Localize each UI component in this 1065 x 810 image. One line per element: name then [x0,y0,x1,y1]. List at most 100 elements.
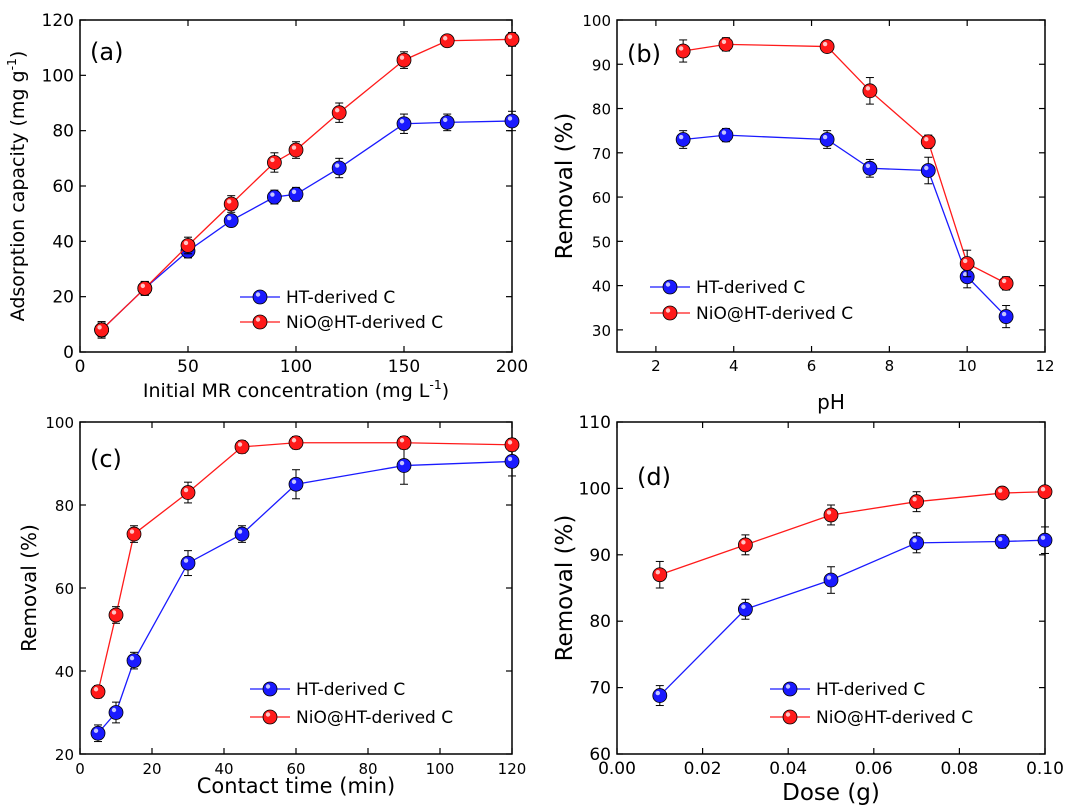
x-axis-label: pH [817,390,845,414]
panel-d: 0.00 0.02 0.04 0.06 0.08 0.10 60 70 80 90 100 110 Do… [552,413,1064,806]
y-axis-label: Removal (%) [552,113,578,260]
legend: HT-derived C NiO@HT-derived C [770,680,973,728]
data-point [823,572,839,588]
data-point-highlight [237,529,243,534]
legend-marker [782,709,798,725]
data-point [234,526,250,542]
y-tick-label: 70 [592,145,611,163]
data-point [998,275,1014,291]
y-tick-label: 50 [592,233,611,251]
data-point-highlight [912,496,917,502]
x-tick-label: 150 [388,357,420,377]
data-point [439,33,455,49]
panel-label: (b) [627,40,661,68]
y-tick-label: 60 [589,745,611,765]
legend-marker-highlight [255,317,261,322]
x-tick-label: 0.10 [1026,759,1064,779]
data-point [223,213,239,228]
series-nio-ht-derived-c [90,435,520,700]
legend-label: HT-derived C [816,680,925,700]
data-point-highlight [443,117,448,123]
legend-marker-highlight [665,308,671,313]
x-tick-label: 0 [75,760,85,778]
data-point [652,567,668,583]
y-axis-label: Adsorption capacity (mg g-1) [5,51,29,322]
data-point [234,439,250,455]
data-point [738,537,753,553]
data-point-highlight [507,116,513,121]
legend-label: HT-derived C [296,680,405,700]
panel-label: (c) [90,445,122,473]
data-point-highlight [183,558,189,563]
data-point [331,105,347,121]
data-point [94,322,109,338]
data-point-highlight [655,570,660,575]
x-tick-label: 0.04 [769,759,807,779]
series-nio-ht-derived-c [652,484,1053,589]
x-tick-label: 50 [177,357,199,377]
legend-label: NiO@HT-derived C [286,313,443,333]
y-tick-label: 90 [589,546,611,566]
data-point-highlight [291,145,297,150]
x-axis-label: Initial MR concentration (mg L-1) [143,378,449,402]
y-tick-label: 60 [592,189,611,207]
series-nio-ht-derived-c [94,31,520,339]
data-point [862,160,878,176]
data-point [909,535,924,551]
y-tick-label: 80 [592,101,611,119]
legend-marker-highlight [265,712,271,717]
data-point-highlight [270,192,275,197]
x-tick-label: 0.06 [855,759,893,779]
series-line [97,442,513,692]
legend-marker-highlight [265,684,271,689]
legend-label: NiO@HT-derived C [296,708,453,728]
panel-label: (a) [90,38,123,66]
legend: HT-derived C NiO@HT-derived C [250,680,453,728]
data-point [504,437,520,453]
data-point-highlight [998,536,1003,542]
data-point-highlight [822,134,828,140]
data-point [180,238,196,253]
x-tick-label: 20 [142,760,161,778]
legend-marker [662,305,678,321]
y-tick-label: 60 [55,580,74,598]
data-point-highlight [507,34,513,40]
legend-label: NiO@HT-derived C [816,708,973,728]
data-point [998,309,1014,324]
legend-marker [262,681,278,697]
data-point-highlight [998,488,1003,493]
legend-marker [782,681,798,697]
data-point [675,43,691,59]
data-point-highlight [865,163,871,168]
data-point-highlight [183,487,189,493]
data-point-highlight [93,687,99,692]
x-tick-label: 200 [496,357,528,377]
data-point [504,454,520,469]
legend-marker [252,289,268,305]
x-axis-label: Dose (g) [782,780,880,806]
legend-marker-highlight [785,712,791,717]
series-line [659,539,1046,697]
data-point-highlight [291,189,297,194]
data-point [396,116,412,132]
legend: HT-derived C NiO@HT-derived C [650,278,853,324]
legend-label: HT-derived C [286,288,395,308]
series-line [659,491,1046,576]
data-point [862,83,878,99]
data-point [1037,532,1053,548]
x-tick-label: 12 [1035,357,1054,375]
x-tick-label: 100 [280,357,312,377]
data-point [823,507,839,523]
plot-frame [616,421,1046,755]
data-point [288,476,304,492]
data-point-highlight [111,707,117,713]
y-tick-label: 80 [52,122,74,142]
data-point [504,31,520,47]
data-point [396,435,412,451]
data-point-highlight [962,258,968,264]
data-point-highlight [655,690,660,696]
data-point [819,39,835,54]
data-point-highlight [227,199,232,204]
y-tick-label: 40 [52,232,74,252]
